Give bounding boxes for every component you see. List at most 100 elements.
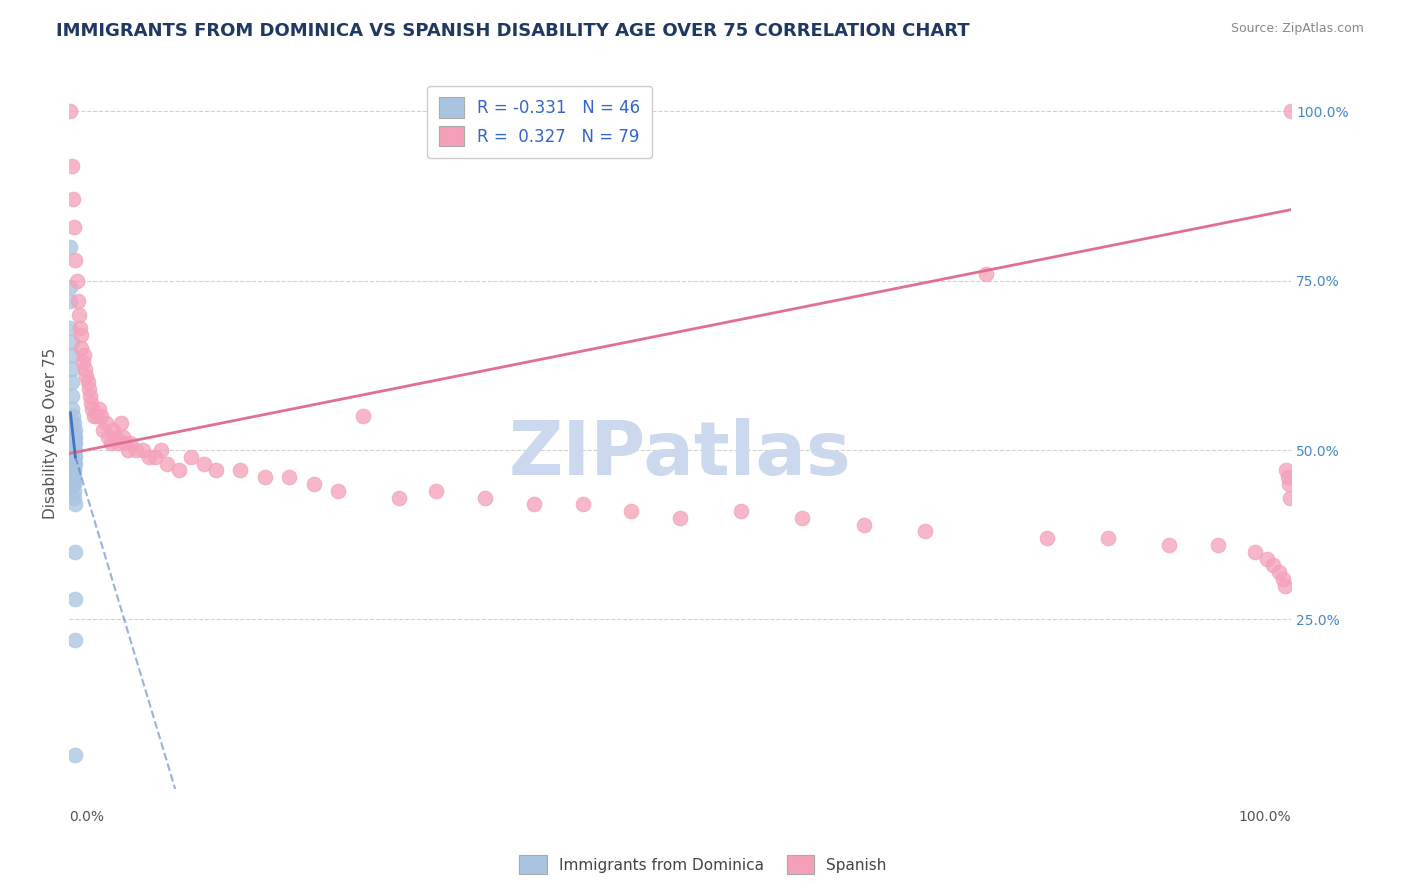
Point: [63, 483, 86, 498]
Point: [69, 321, 91, 335]
Point: [974, 267, 997, 281]
Point: [110, 416, 132, 430]
Point: [167, 463, 190, 477]
Point: [326, 483, 349, 498]
Point: [117, 443, 139, 458]
Y-axis label: Disability Age Over 75: Disability Age Over 75: [44, 348, 58, 519]
Point: [59, 321, 82, 335]
Point: [143, 450, 166, 464]
Point: [60, 361, 83, 376]
Point: [352, 409, 374, 424]
Point: [66, 293, 89, 308]
Point: [77, 382, 100, 396]
Point: [1274, 579, 1296, 593]
Point: [65, 747, 87, 762]
Point: [65, 632, 87, 647]
Point: [63, 457, 86, 471]
Text: IMMIGRANTS FROM DOMINICA VS SPANISH DISABILITY AGE OVER 75 CORRELATION CHART: IMMIGRANTS FROM DOMINICA VS SPANISH DISA…: [56, 22, 970, 40]
Point: [120, 436, 142, 450]
Point: [149, 443, 172, 458]
Point: [180, 450, 202, 464]
Point: [62, 423, 84, 437]
Point: [65, 450, 87, 464]
Point: [107, 436, 129, 450]
Point: [70, 342, 93, 356]
Point: [103, 423, 125, 437]
Point: [114, 436, 136, 450]
Point: [90, 409, 112, 424]
Point: [94, 416, 117, 430]
Point: [62, 443, 84, 458]
Point: [70, 327, 93, 342]
Point: [75, 361, 97, 376]
Point: [63, 463, 86, 477]
Point: [59, 293, 82, 308]
Point: [84, 409, 107, 424]
Point: [79, 389, 101, 403]
Point: [60, 348, 83, 362]
Point: [63, 219, 86, 234]
Point: [63, 450, 86, 464]
Point: [62, 409, 84, 424]
Point: [388, 491, 411, 505]
Point: [1036, 531, 1059, 545]
Point: [131, 443, 153, 458]
Point: [59, 104, 82, 119]
Point: [1256, 551, 1278, 566]
Point: [62, 443, 84, 458]
Point: [302, 477, 325, 491]
Point: [104, 429, 127, 443]
Point: [138, 450, 160, 464]
Point: [1268, 565, 1291, 579]
Point: [65, 497, 87, 511]
Point: [1279, 491, 1302, 505]
Point: [73, 348, 96, 362]
Point: [62, 463, 84, 477]
Point: [65, 274, 87, 288]
Point: [65, 592, 87, 607]
Point: [65, 429, 87, 443]
Point: [1275, 463, 1298, 477]
Point: [792, 511, 814, 525]
Point: [669, 511, 692, 525]
Point: [62, 193, 84, 207]
Point: [1277, 470, 1299, 484]
Point: [65, 443, 87, 458]
Point: [914, 524, 936, 539]
Point: [1243, 545, 1265, 559]
Point: [60, 376, 83, 390]
Point: [523, 497, 546, 511]
Point: [1261, 558, 1284, 573]
Point: [193, 457, 215, 471]
Point: [425, 483, 447, 498]
Point: [1279, 104, 1302, 119]
Point: [620, 504, 643, 518]
Point: [100, 436, 122, 450]
Point: [63, 491, 86, 505]
Point: [65, 423, 87, 437]
Point: [229, 463, 252, 477]
Point: [65, 253, 87, 268]
Text: 100.0%: 100.0%: [1239, 810, 1291, 824]
Point: [87, 402, 110, 417]
Point: [62, 450, 84, 464]
Point: [65, 545, 87, 559]
Point: [63, 429, 86, 443]
Point: [60, 334, 83, 349]
Point: [60, 416, 83, 430]
Point: [76, 376, 98, 390]
Legend: Immigrants from Dominica, Spanish: Immigrants from Dominica, Spanish: [513, 849, 893, 880]
Point: [60, 159, 83, 173]
Point: [62, 429, 84, 443]
Point: [474, 491, 496, 505]
Point: [63, 443, 86, 458]
Point: [156, 457, 179, 471]
Point: [82, 402, 104, 417]
Point: [59, 240, 82, 254]
Point: [125, 443, 148, 458]
Text: ZIPatlas: ZIPatlas: [509, 418, 852, 491]
Point: [80, 395, 103, 409]
Point: [65, 457, 87, 471]
Point: [62, 470, 84, 484]
Point: [60, 402, 83, 417]
